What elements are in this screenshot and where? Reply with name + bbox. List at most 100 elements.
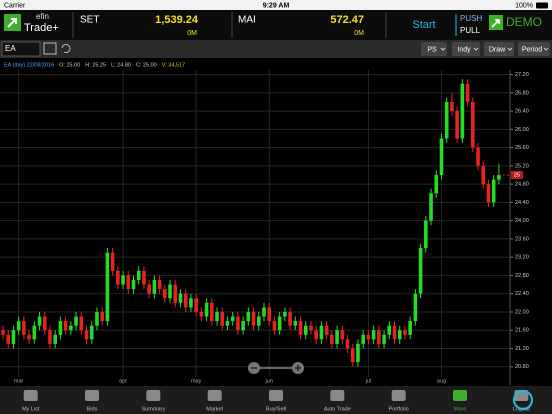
tab-icon[interactable] <box>453 390 467 401</box>
tab-icon[interactable] <box>207 390 222 401</box>
pull-button[interactable]: PULL <box>460 26 481 35</box>
info-item: O: 25.00 <box>59 62 80 68</box>
toolbar-button[interactable] <box>484 42 514 56</box>
candle-body <box>215 311 219 322</box>
candle-body <box>121 275 125 285</box>
dropdown-arrow <box>473 47 479 51</box>
price-marker-label: 25 <box>514 172 520 178</box>
candle-body <box>345 339 350 349</box>
tab-label[interactable]: Buy/Sell <box>266 406 286 412</box>
tab-label[interactable]: My List <box>22 406 40 412</box>
start-button[interactable]: Start <box>412 19 435 31</box>
tab-icon[interactable] <box>391 390 406 401</box>
info-item: V: 34,517 <box>162 62 185 68</box>
tab-icon[interactable] <box>330 390 345 401</box>
candle-body <box>48 330 52 344</box>
battery-icon <box>536 2 548 9</box>
candle-body <box>403 330 407 335</box>
status-bar <box>0 0 552 10</box>
y-tick-label: 26.40 <box>515 109 529 115</box>
tab-icon[interactable] <box>23 390 38 401</box>
candle-body <box>460 83 465 139</box>
toolbar-button-label[interactable]: Period <box>522 46 542 53</box>
carrier: Carrier <box>4 2 26 9</box>
toolbar-button[interactable] <box>518 42 550 56</box>
candle-body <box>387 325 392 335</box>
refresh-icon[interactable] <box>61 44 71 53</box>
symbol-input[interactable] <box>1 41 41 57</box>
push-button[interactable]: PUSH <box>460 14 482 23</box>
symbol-text[interactable]: EA <box>5 44 16 53</box>
candle-body <box>283 311 287 317</box>
candle-body <box>147 284 151 294</box>
dropdown-arrow <box>507 47 513 51</box>
info-item: C: 25.00 <box>136 62 157 68</box>
candle-body <box>303 325 308 335</box>
candle-body <box>116 270 120 285</box>
tab-icon[interactable] <box>85 390 99 401</box>
toolbar-button[interactable] <box>452 42 480 56</box>
candle-body <box>157 280 162 290</box>
toolbar-button-label[interactable]: Draw <box>489 46 506 53</box>
candle-body <box>309 325 313 331</box>
tab-icon[interactable] <box>269 390 283 401</box>
candle-body <box>392 325 397 340</box>
y-tick-label: 22.00 <box>515 309 529 315</box>
candle-body <box>183 293 188 308</box>
candle-body <box>444 101 449 139</box>
set-volume: 0M <box>187 30 197 37</box>
candle-body <box>136 270 141 280</box>
candle-body <box>69 325 73 331</box>
y-tick-label: 21.60 <box>515 328 529 334</box>
tab-label[interactable]: Portfolio <box>389 406 409 412</box>
zoom-in-glyph <box>295 365 301 371</box>
candle-body <box>256 316 261 326</box>
x-tick-label: aug <box>437 378 446 384</box>
toolbar-button-label[interactable]: PS <box>427 46 437 53</box>
tab-label[interactable]: Bids <box>87 406 98 412</box>
candle-body <box>350 348 355 363</box>
demo-arrow <box>491 19 500 28</box>
candle-body <box>497 175 501 180</box>
candle-body <box>377 330 381 344</box>
chart: 20.80 21.20 21.60 22.00 22.40 22.80 23.20 23.60… <box>0 70 529 385</box>
y-tick-label: 26.00 <box>515 127 529 133</box>
y-tick-label: 25.60 <box>515 145 529 151</box>
x-tick-label: jun <box>265 378 273 384</box>
candle-body <box>58 321 63 335</box>
candle-body <box>89 325 94 340</box>
info-item: L: 24.80 <box>111 62 131 68</box>
floating-button[interactable] <box>513 390 533 410</box>
candle-body <box>486 184 491 203</box>
info-item: H: 25.25 <box>85 62 106 68</box>
info-line: EA (day) 22/08/2016 O: 25.00 H: 25.25 L: 24… <box>4 62 185 68</box>
tab-label[interactable]: Auto Trade <box>324 406 351 412</box>
header <box>0 10 552 40</box>
tab-label[interactable]: Market <box>206 406 223 412</box>
candle-body <box>450 101 454 112</box>
candle-body <box>471 101 475 148</box>
candle-body <box>63 321 68 331</box>
candle-body <box>210 302 214 322</box>
candle-body <box>476 147 480 166</box>
tab-icon[interactable] <box>146 390 161 401</box>
candle-body <box>220 311 225 326</box>
tab-label[interactable]: Summary <box>142 406 166 412</box>
toolbar-button-label[interactable]: Indy <box>457 46 471 53</box>
toolbar-button[interactable] <box>421 42 447 56</box>
candle-body <box>53 334 57 344</box>
dropdown-arrow <box>543 47 549 51</box>
candle-body <box>100 311 104 322</box>
clock: 9:29 AM <box>263 2 290 9</box>
candle-body <box>173 284 178 303</box>
candle-body <box>455 111 459 139</box>
calendar-icon[interactable] <box>43 42 57 55</box>
y-tick-label: 21.20 <box>515 346 529 352</box>
y-tick-label: 22.40 <box>515 291 529 297</box>
candle-body <box>439 138 444 175</box>
candle-body <box>84 330 89 340</box>
tab-label[interactable]: More <box>454 406 467 412</box>
candle-body <box>382 334 386 344</box>
candle-body <box>42 316 47 331</box>
